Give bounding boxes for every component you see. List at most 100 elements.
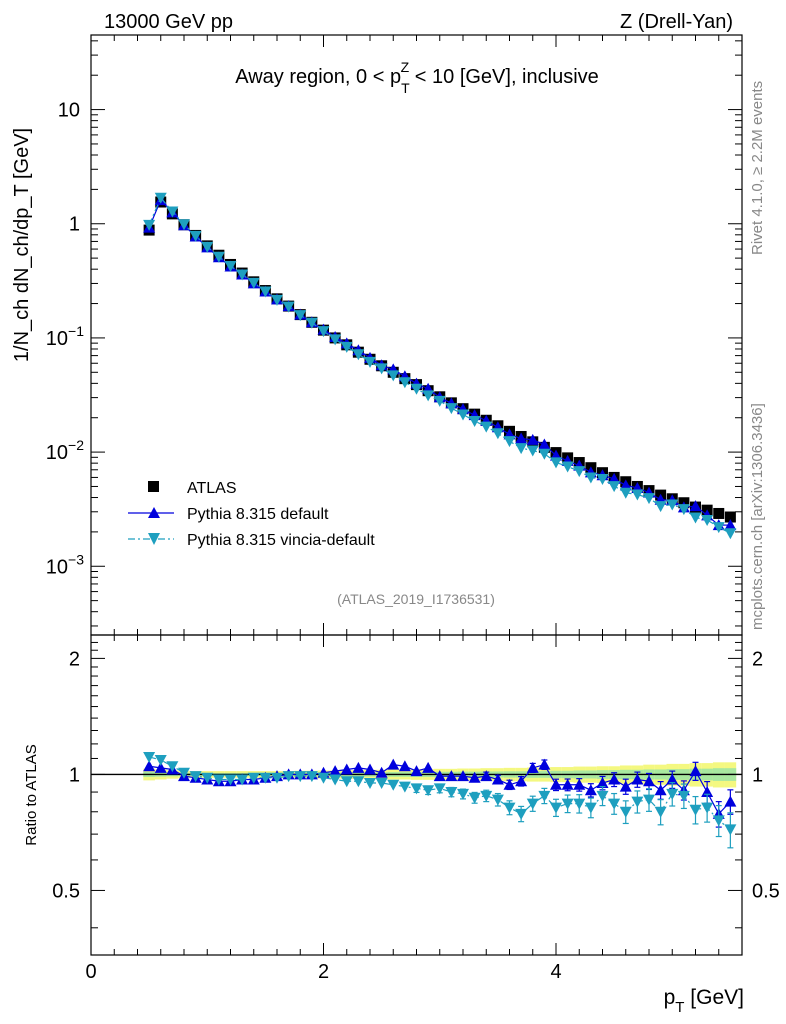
pythia-default-line bbox=[148, 198, 731, 526]
rivet-version-label: Rivet 4.1.0, ≥ 2.2M events bbox=[749, 81, 766, 255]
ratio-pythia-vincia-point bbox=[329, 774, 342, 786]
mcplots-source-label: mcplots.cern.ch [arXiv:1306.3436] bbox=[749, 403, 766, 630]
pythia-vincia-point bbox=[189, 230, 202, 242]
ratio-pythia-default-point bbox=[550, 778, 562, 790]
ratio-pythia-vincia-point bbox=[584, 802, 597, 814]
pythia-vincia-point bbox=[166, 206, 179, 218]
ratio-pythia-default-point bbox=[352, 761, 365, 773]
ratio-pythia-default-point bbox=[154, 761, 167, 773]
legend-marker-atlas bbox=[148, 481, 159, 492]
ratio-pythia-default-point bbox=[561, 778, 574, 790]
ratio-pythia-default-point bbox=[526, 761, 539, 773]
pythia-vincia-point bbox=[573, 466, 586, 478]
plot-title-sup: Z bbox=[401, 59, 410, 75]
ratio-tick-label-right: 1 bbox=[752, 764, 763, 786]
ratio-pythia-vincia-point bbox=[352, 776, 365, 788]
x-tick-label: 4 bbox=[550, 961, 561, 983]
ratio-pythia-default-point bbox=[410, 765, 423, 777]
ratio-tick-label-right: 2 bbox=[752, 648, 763, 670]
pythia-vincia-point bbox=[538, 448, 551, 460]
ratio-pythia-vincia-point bbox=[491, 794, 504, 806]
ratio-pythia-default-point bbox=[468, 771, 481, 783]
ratio-pythia-default-point bbox=[143, 760, 156, 772]
ratio-pythia-default-point bbox=[689, 765, 702, 777]
y-tick-label: 1 bbox=[69, 214, 80, 236]
ratio-pythia-vincia-point bbox=[619, 806, 632, 818]
ratio-pythia-vincia-point bbox=[631, 796, 644, 808]
axis-ticks bbox=[90, 35, 743, 955]
atlas-point bbox=[724, 511, 736, 523]
pythia-vincia-point bbox=[398, 377, 411, 389]
ratio-pythia-vincia-point bbox=[178, 767, 190, 779]
pythia-default-point bbox=[538, 438, 551, 450]
ratio-pythia-default-point bbox=[480, 770, 493, 782]
ratio-pythia-vincia-point bbox=[666, 788, 679, 800]
ratio-pythia-vincia-point bbox=[305, 771, 318, 783]
ratio-pythia-default-point bbox=[724, 795, 737, 807]
ratio-pythia-default-point bbox=[654, 784, 667, 796]
pythia-vincia-point bbox=[375, 363, 388, 375]
ratio-pythia-vincia-point bbox=[294, 771, 307, 783]
ratio-pythia-vincia-point bbox=[677, 790, 690, 802]
ratio-pythia-vincia-point bbox=[526, 798, 539, 810]
y-axis-label: 1/N_ch dN_ch/dp_T [GeV] bbox=[11, 128, 33, 362]
ratio-tick-label: 2 bbox=[69, 648, 80, 670]
pythia-vincia-point bbox=[224, 260, 237, 272]
ratio-pythia-vincia-point bbox=[468, 792, 481, 804]
ratio-pythia-vincia-point bbox=[550, 802, 562, 814]
y-tick-label: 10−1 bbox=[46, 323, 84, 350]
pythia-vincia-point bbox=[317, 326, 330, 338]
ratio-pythia-vincia-point bbox=[712, 815, 725, 827]
x-axis-label-post: [GeV] bbox=[684, 986, 744, 1009]
pythia-vincia-point bbox=[608, 481, 621, 493]
ratio-pythia-default-point bbox=[666, 773, 679, 785]
y-axis-label-text: 1/N_ch dN_ch/dp_T [GeV] bbox=[11, 128, 33, 362]
ratio-pythia-vincia-point bbox=[596, 790, 609, 802]
ratio-pythia-vincia-point bbox=[236, 774, 249, 786]
pythia-vincia-point bbox=[271, 294, 283, 306]
pythia-vincia-point bbox=[584, 472, 597, 484]
ratio-pythia-default-point bbox=[631, 773, 644, 785]
ratio-pythia-vincia-point bbox=[515, 808, 528, 820]
ratio-pythia-default-point bbox=[398, 760, 411, 772]
ratio-pythia-vincia-point bbox=[282, 771, 295, 783]
ratio-tick-label: 0.5 bbox=[52, 880, 80, 902]
pythia-vincia-point bbox=[154, 192, 167, 204]
ratio-pythia-vincia-point bbox=[212, 774, 225, 786]
ratio-pythia-vincia-point bbox=[643, 794, 655, 806]
pythia-vincia-point bbox=[457, 409, 469, 421]
ratio-pythia-vincia-point bbox=[701, 802, 714, 814]
ratio-pythia-vincia-point bbox=[224, 774, 237, 786]
header-energy: 13000 GeV pp bbox=[104, 11, 233, 33]
header-process: Z (Drell-Yan) bbox=[620, 11, 733, 33]
y-tick-label: 10 bbox=[58, 100, 80, 122]
pythia-vincia-point bbox=[212, 251, 225, 263]
pythia-vincia-point bbox=[340, 341, 353, 353]
x-axis-label-sub: T bbox=[675, 999, 684, 1016]
ratio-pythia-vincia-point bbox=[143, 751, 156, 763]
ratio-pythia-vincia-point bbox=[480, 790, 493, 802]
pythia-vincia-point bbox=[712, 522, 725, 534]
pythia-vincia-point bbox=[445, 403, 458, 415]
ratio-pythia-vincia-point bbox=[608, 798, 621, 810]
main-series-layer bbox=[143, 192, 737, 540]
ratio-pythia-default-point bbox=[340, 763, 353, 775]
ratio-pythia-default-point bbox=[387, 758, 400, 770]
legend-label-pythia-default: Pythia 8.315 default bbox=[187, 506, 329, 523]
legend-label-atlas: ATLAS bbox=[187, 480, 237, 497]
ratio-pythia-default-point bbox=[503, 778, 516, 790]
pythia-vincia-point bbox=[550, 457, 562, 469]
ratio-pythia-vincia-point bbox=[433, 783, 446, 795]
pythia-vincia-point bbox=[526, 445, 539, 457]
pythia-vincia-point bbox=[491, 428, 504, 440]
ratio-pythia-default-point bbox=[608, 773, 621, 785]
pythia-default-point bbox=[526, 433, 539, 445]
pythia-vincia-point bbox=[201, 241, 214, 253]
pythia-vincia-point bbox=[468, 416, 481, 428]
pythia-vincia-point bbox=[666, 499, 679, 511]
ratio-pythia-default-point bbox=[538, 758, 551, 770]
ratio-pythia-vincia-point bbox=[387, 779, 400, 791]
pythia-vincia-point bbox=[631, 489, 644, 501]
x-tick-label: 0 bbox=[85, 961, 96, 983]
ratio-pythia-vincia-point bbox=[189, 771, 202, 783]
